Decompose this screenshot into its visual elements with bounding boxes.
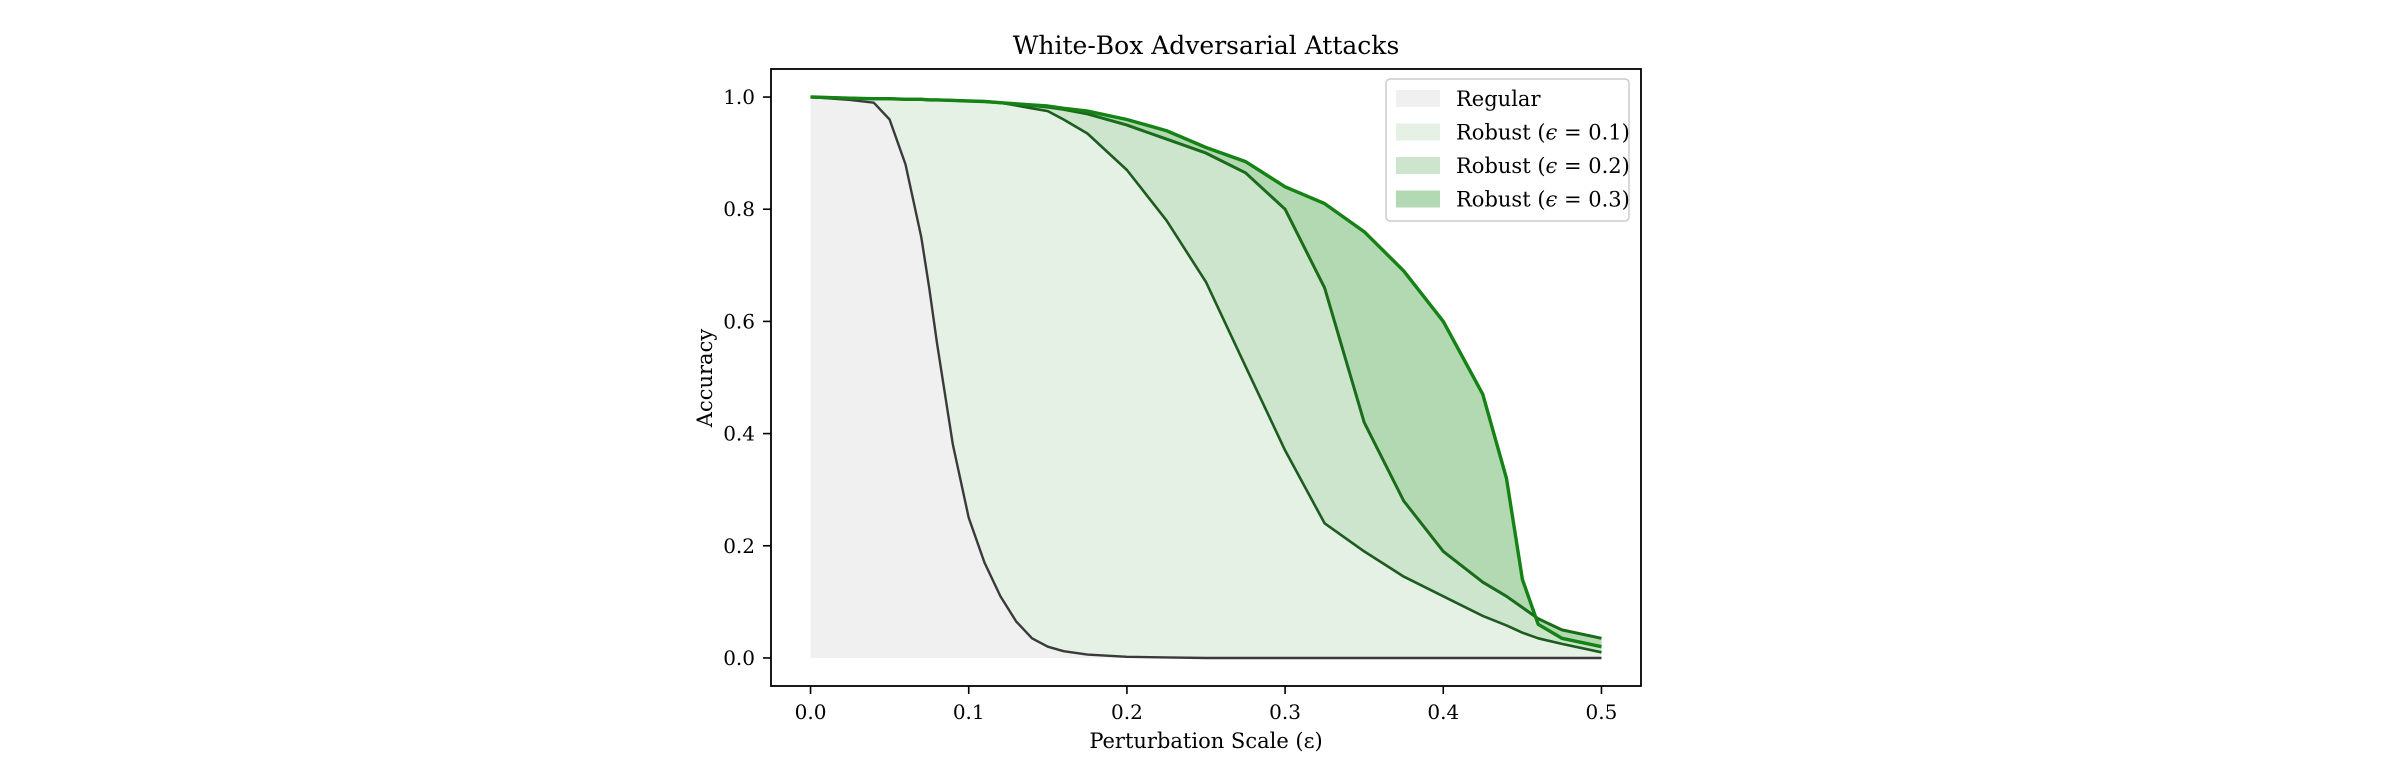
legend-box — [1385, 78, 1630, 222]
x-tick-label: 0.4 — [1427, 700, 1459, 724]
area-series-0 — [810, 97, 1602, 658]
legend-swatch — [1396, 157, 1440, 174]
legend-swatch — [1396, 190, 1440, 208]
y-ticks: 0.0 0.2 0.4 0.6 0.8 1.0 — [723, 85, 771, 670]
areas-layer — [810, 97, 1602, 658]
legend-label: Regular — [1456, 87, 1541, 111]
y-tick-label: 0.4 — [723, 422, 755, 446]
area-series-2 — [810, 97, 1602, 653]
y-tick-label: 0.6 — [723, 309, 755, 333]
legend-swatch — [1396, 90, 1440, 107]
area-series-3 — [810, 97, 1602, 647]
y-tick-label: 0.0 — [723, 646, 755, 670]
legend-label: Robust (ϵ = 0.1) — [1456, 121, 1630, 145]
x-ticks: 0.0 0.1 0.2 0.3 0.4 0.5 — [795, 686, 1618, 724]
y-tick-label: 0.2 — [723, 534, 755, 558]
x-tick-label: 0.2 — [1111, 700, 1143, 724]
legend-label: Robust (ϵ = 0.3) — [1456, 188, 1630, 212]
lines-layer — [810, 95, 1602, 660]
x-tick-label: 0.3 — [1269, 700, 1301, 724]
y-tick-label: 0.8 — [723, 197, 755, 221]
line-series-3 — [810, 95, 1602, 649]
plot-frame — [770, 68, 1642, 687]
line-series-0 — [810, 95, 1602, 660]
area-series-1 — [810, 97, 1602, 658]
legend-label: Robust (ϵ = 0.2) — [1456, 154, 1630, 178]
y-tick-label: 1.0 — [723, 85, 755, 109]
x-axis-label: Perturbation Scale (ε) — [1089, 729, 1322, 753]
y-axis-label: Accuracy — [693, 329, 717, 429]
x-tick-label: 0.5 — [1586, 700, 1618, 724]
legend: Regular Robust (ϵ = 0.1) Robust (ϵ = 0.2) R… — [1385, 78, 1630, 222]
x-tick-label: 0.0 — [795, 700, 827, 724]
x-tick-label: 0.1 — [953, 700, 985, 724]
chart-title: White-Box Adversarial Attacks — [1013, 31, 1400, 60]
legend-swatch — [1396, 123, 1440, 141]
